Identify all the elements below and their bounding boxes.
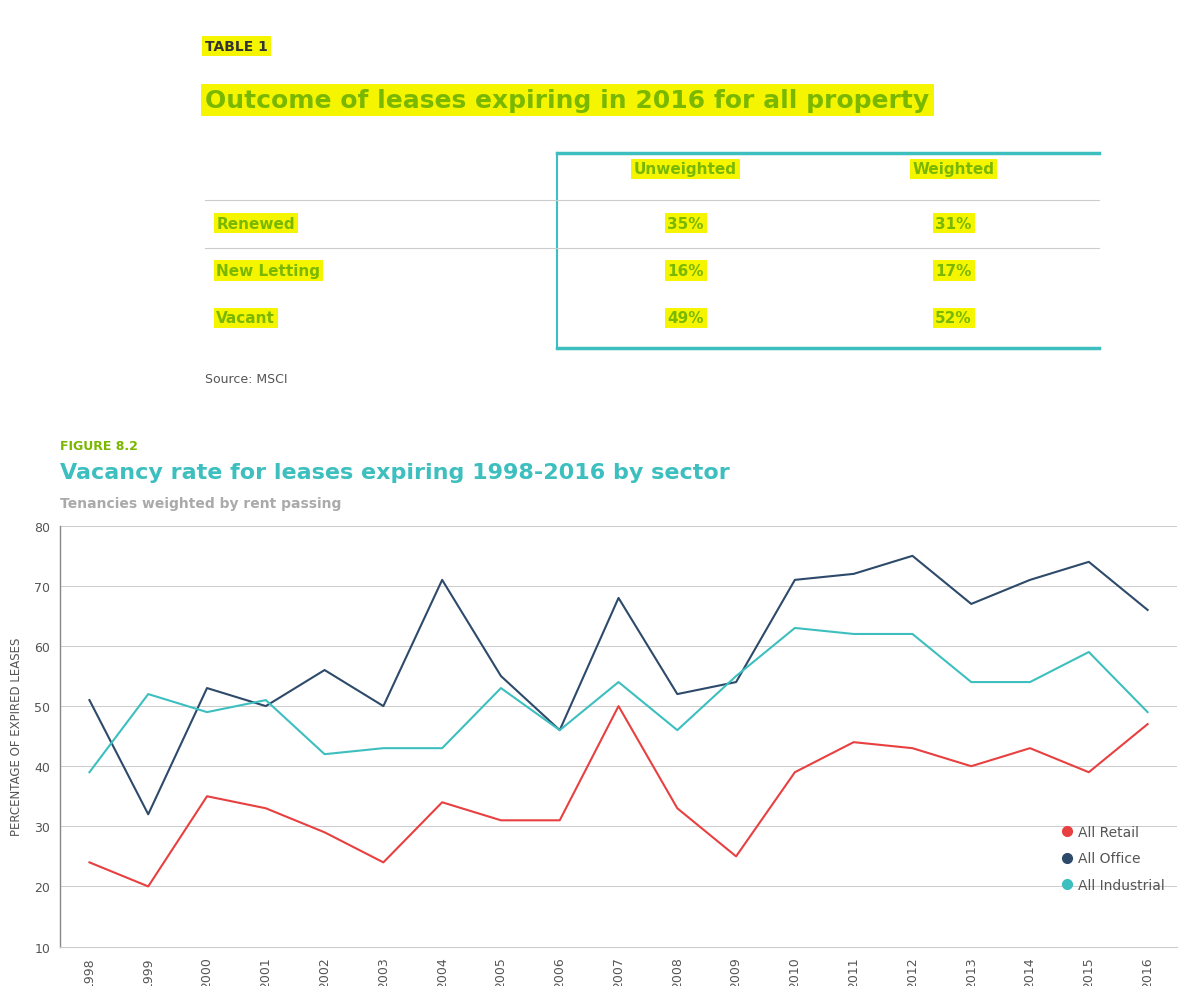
Text: 17%: 17%	[936, 264, 972, 279]
Text: New Letting: New Letting	[216, 264, 321, 279]
Text: FIGURE 8.2: FIGURE 8.2	[60, 440, 138, 453]
Text: Weighted: Weighted	[913, 162, 994, 177]
Text: 49%: 49%	[668, 311, 704, 326]
Text: 35%: 35%	[668, 217, 704, 232]
Text: Outcome of leases expiring in 2016 for all property: Outcome of leases expiring in 2016 for a…	[205, 89, 930, 113]
Text: Renewed: Renewed	[216, 217, 295, 232]
Legend: All Retail, All Office, All Industrial: All Retail, All Office, All Industrial	[1058, 819, 1170, 897]
Text: 52%: 52%	[936, 311, 972, 326]
Text: Vacant: Vacant	[216, 311, 275, 326]
Text: Vacancy rate for leases expiring 1998-2016 by sector: Vacancy rate for leases expiring 1998-20…	[60, 462, 730, 482]
Y-axis label: PERCENTAGE OF EXPIRED LEASES: PERCENTAGE OF EXPIRED LEASES	[11, 637, 23, 835]
Text: Source: MSCI: Source: MSCI	[205, 373, 288, 386]
Text: Tenancies weighted by rent passing: Tenancies weighted by rent passing	[60, 496, 341, 511]
Text: Unweighted: Unweighted	[634, 162, 737, 177]
Text: 31%: 31%	[936, 217, 972, 232]
Text: 16%: 16%	[668, 264, 704, 279]
Text: TABLE 1: TABLE 1	[205, 40, 268, 54]
